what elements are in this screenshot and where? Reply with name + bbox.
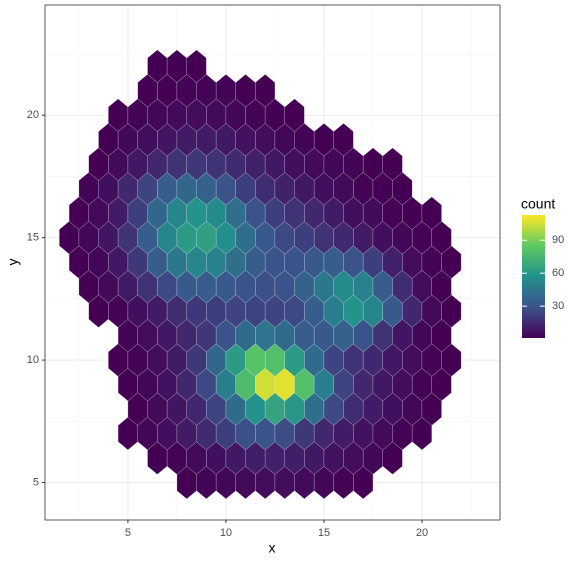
hexbin-cell bbox=[284, 98, 305, 132]
hexbin-cell bbox=[186, 49, 207, 83]
x-axis-label: x bbox=[269, 540, 276, 556]
colorbar-tick-label: 90 bbox=[552, 234, 564, 246]
y-tick-label: 5 bbox=[33, 476, 39, 488]
hexes bbox=[59, 49, 462, 499]
hexbin-cell bbox=[255, 74, 276, 108]
x-tick-label: 5 bbox=[125, 527, 131, 539]
colorbar-tick-label: 30 bbox=[552, 300, 564, 312]
hexbin-cell bbox=[382, 147, 403, 181]
colorbar bbox=[522, 215, 545, 338]
x-tick-label: 15 bbox=[318, 527, 330, 539]
y-axis-label: y bbox=[5, 259, 21, 266]
hexbin-cell bbox=[333, 123, 354, 157]
x-tick-label: 20 bbox=[416, 527, 428, 539]
legend-title: count bbox=[521, 196, 555, 212]
y-tick-label: 10 bbox=[27, 354, 39, 366]
panel-border bbox=[44, 4, 501, 521]
x-tick-label: 10 bbox=[220, 527, 232, 539]
hexbin-cell bbox=[421, 196, 442, 230]
y-tick-label: 15 bbox=[27, 232, 39, 244]
y-tick-label: 20 bbox=[27, 109, 39, 121]
colorbar-tick-label: 60 bbox=[552, 267, 564, 279]
